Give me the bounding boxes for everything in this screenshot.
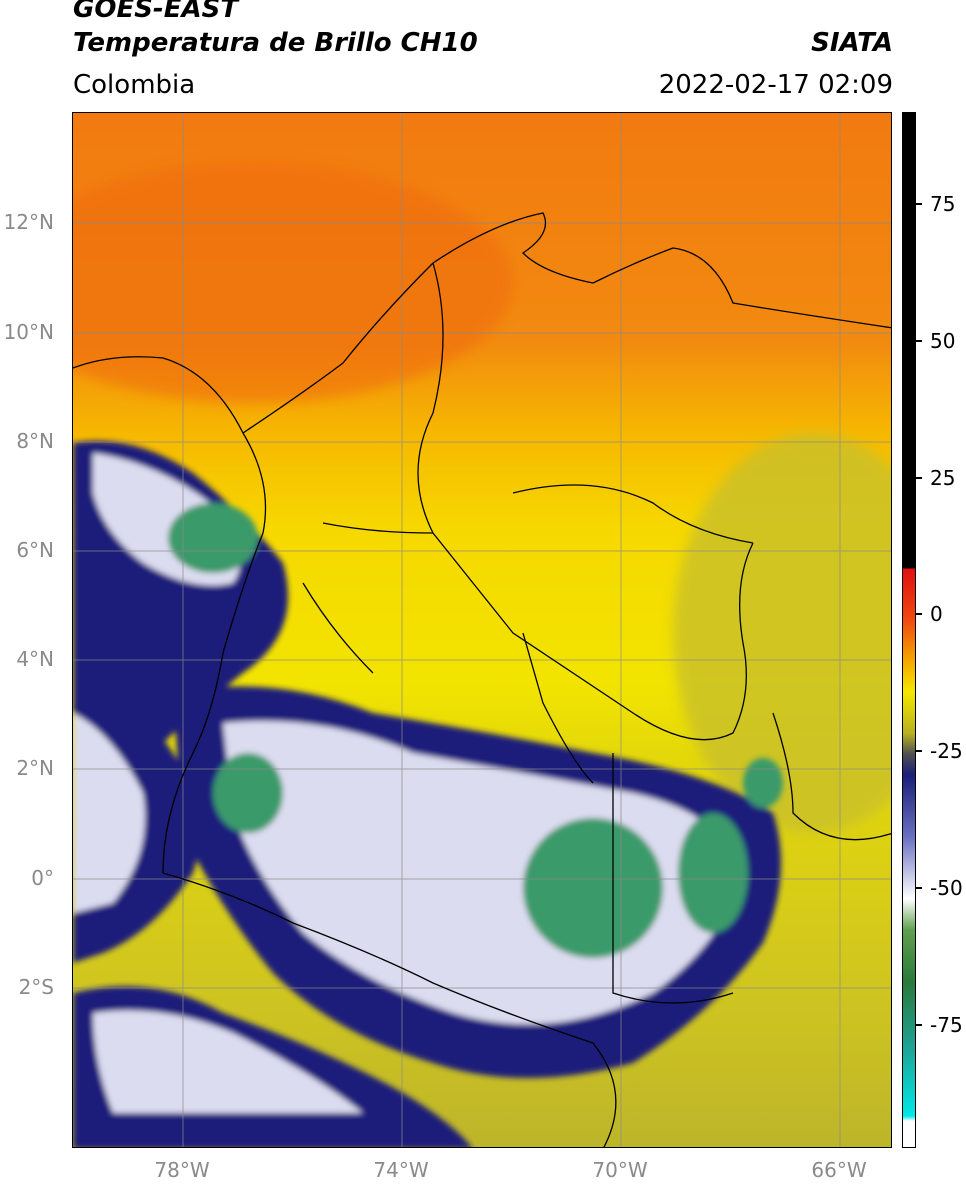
colorbar-tick: -75 <box>930 1013 963 1037</box>
region-label: Colombia <box>73 70 196 100</box>
borders <box>73 212 891 1147</box>
lat-tick: 6°N <box>16 538 54 562</box>
map-canvas <box>73 113 891 1147</box>
lat-tick: 0° <box>31 866 54 890</box>
lon-tick: 78°W <box>154 1158 210 1182</box>
colorbar-tick-mark <box>916 887 922 889</box>
colorbar-tick-mark <box>916 613 922 615</box>
satellite-title: GOES-EAST <box>73 0 239 24</box>
lat-tick: 12°N <box>3 210 54 234</box>
colorbar-tick-mark <box>916 1024 922 1026</box>
graticule <box>73 113 891 1147</box>
colorbar-tick: 75 <box>930 192 956 216</box>
colorbar-tick: 50 <box>930 329 956 353</box>
lat-tick: 2°S <box>18 975 54 999</box>
colorbar-ramp <box>903 113 915 1147</box>
lat-tick: 2°N <box>16 756 54 780</box>
lon-tick: 70°W <box>592 1158 648 1182</box>
colorbar-tick-mark <box>916 477 922 479</box>
colorbar-tick: 25 <box>930 466 956 490</box>
product-title: Temperatura de Brillo CH10 <box>73 28 478 58</box>
lat-tick: 8°N <box>16 429 54 453</box>
lat-tick: 10°N <box>3 320 54 344</box>
satellite-map <box>72 112 892 1148</box>
lon-tick: 66°W <box>811 1158 867 1182</box>
colorbar-tick: -50 <box>930 876 963 900</box>
colorbar-tick-mark <box>916 340 922 342</box>
colorbar-tick-mark <box>916 750 922 752</box>
lon-tick: 74°W <box>373 1158 429 1182</box>
datetime-label: 2022-02-17 02:09 <box>658 70 893 100</box>
colorbar-tick-mark <box>916 203 922 205</box>
colorbar <box>902 112 916 1148</box>
lat-tick: 4°N <box>16 647 54 671</box>
source-label: SIATA <box>811 28 893 58</box>
colorbar-tick: 0 <box>930 602 943 626</box>
colorbar-tick: -25 <box>930 739 963 763</box>
